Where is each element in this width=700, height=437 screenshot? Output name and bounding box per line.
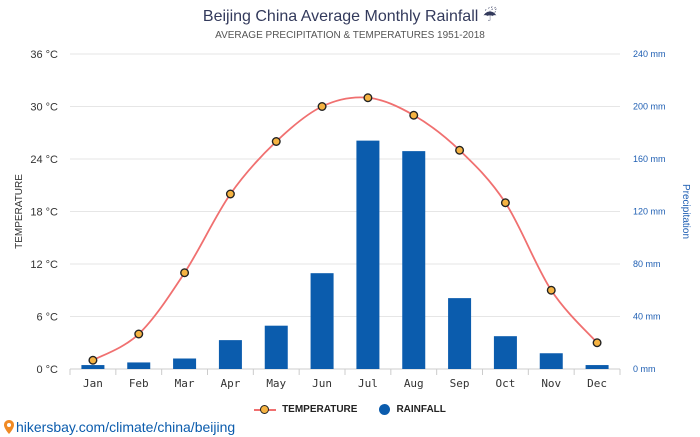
grid-lines — [70, 53, 620, 370]
legend-label-temperature: TEMPERATURE — [282, 404, 358, 415]
rainfall-bar — [127, 362, 151, 369]
y-tick-label-left: 0 °C — [36, 364, 58, 376]
x-tick-label: Sep — [450, 377, 470, 390]
y-tick-label-right: 120 mm — [633, 207, 666, 217]
rainfall-bar — [81, 365, 105, 369]
temperature-point — [409, 110, 419, 120]
rainfall-bar — [539, 353, 563, 369]
temperature-point — [500, 198, 510, 208]
x-tick-label: Oct — [495, 377, 515, 390]
axes: 0 °C 0 mm 6 °C 40 mm 12 °C 80 mm 18 °C 120 mm 24… — [14, 49, 691, 390]
rainfall-bar — [310, 273, 334, 369]
source-link-text: hikersbay.com/climate/china/beijing — [16, 419, 236, 435]
y-tick-label-right: 40 mm — [633, 312, 661, 322]
x-tick-label: Jun — [312, 377, 332, 390]
x-tick-label: Mar — [175, 377, 195, 390]
temperature-line-layer — [88, 93, 602, 365]
temperature-line-icon — [254, 404, 277, 415]
y-tick-label-left: 12 °C — [30, 259, 58, 271]
legend-item-temperature[interactable]: TEMPERATURE — [254, 404, 357, 415]
y-axis-title-right: Precipitation — [680, 184, 691, 239]
y-tick-label-left: 18 °C — [30, 207, 58, 219]
map-pin-icon — [4, 420, 14, 434]
rainfall-bar — [448, 298, 472, 369]
temperature-point — [317, 101, 327, 111]
x-tick-label: Nov — [541, 377, 561, 390]
x-tick-label: May — [266, 377, 286, 390]
temperature-point — [180, 268, 190, 278]
rainfall-dot-icon — [379, 404, 391, 415]
x-tick-label: Feb — [129, 377, 149, 390]
y-tick-label-left: 24 °C — [30, 154, 58, 166]
temperature-point — [363, 93, 373, 103]
y-tick-label-right: 240 mm — [633, 49, 666, 59]
chart-subtitle: AVERAGE PRECIPITATION & TEMPERATURES 195… — [215, 30, 485, 41]
temperature-point — [455, 145, 465, 155]
x-tick-label: Jul — [358, 377, 378, 390]
x-tick-label: Apr — [220, 377, 240, 390]
chart-title: Beijing China Average Monthly Rainfall ☔ — [202, 8, 498, 25]
temperature-point — [271, 136, 281, 146]
legend: TEMPERATURE RAINFALL — [0, 404, 700, 415]
y-tick-label-right: 160 mm — [633, 154, 666, 164]
rainfall-bar — [356, 140, 380, 369]
y-tick-label-left: 30 °C — [30, 102, 58, 114]
temperature-point — [592, 338, 602, 348]
temperature-point — [88, 355, 98, 365]
rainfall-bars — [81, 140, 609, 369]
rainfall-bar — [173, 358, 197, 369]
rainfall-bar — [585, 365, 609, 369]
source-link[interactable]: hikersbay.com/climate/china/beijing — [4, 419, 235, 435]
rainfall-bar — [218, 340, 242, 369]
legend-item-rainfall[interactable]: RAINFALL — [379, 404, 446, 415]
rainfall-bar — [402, 151, 426, 369]
y-tick-label-right: 0 mm — [633, 364, 656, 374]
y-tick-label-left: 36 °C — [30, 49, 58, 61]
x-tick-label: Jan — [83, 377, 103, 390]
y-tick-label-right: 80 mm — [633, 259, 661, 269]
temperature-line — [92, 96, 598, 362]
y-tick-label-left: 6 °C — [36, 312, 58, 324]
temperature-point — [225, 189, 235, 199]
x-tick-label: Aug — [404, 377, 424, 390]
rainfall-bar — [493, 336, 517, 369]
temperature-point — [134, 329, 144, 339]
y-tick-label-right: 200 mm — [633, 102, 666, 112]
legend-label-rainfall: RAINFALL — [396, 404, 446, 415]
x-tick-label: Dec — [587, 377, 607, 390]
rainfall-bar — [264, 325, 288, 369]
y-axis-title-left: TEMPERATURE — [14, 174, 25, 249]
temperature-point — [546, 285, 556, 295]
